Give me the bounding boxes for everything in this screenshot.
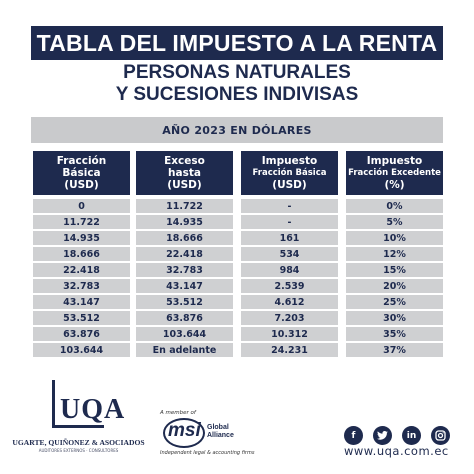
table-cell: 103.644 (136, 326, 233, 342)
firm-tagline: AUDITORES EXTERNOS · CONSULTORES (38, 448, 119, 453)
firm-name: UGARTE, QUIÑONEZ & ASOCIADOS (12, 438, 145, 447)
header-line: Fracción Básica (252, 168, 327, 178)
table-cell: 53.512 (33, 310, 130, 326)
table-cell: 53.512 (136, 294, 233, 310)
header-line: Impuesto (261, 155, 318, 167)
page-title: TABLA DEL IMPUESTO A LA RENTA (31, 26, 443, 60)
table-cell: 14.935 (136, 214, 233, 230)
table-cell: 32.783 (33, 278, 130, 294)
subtitle-line-2: Y SUCESIONES INDIVISAS (115, 84, 359, 105)
table-cell: 18.666 (136, 230, 233, 246)
header-line: Exceso (164, 155, 205, 167)
header-line: (USD) (64, 179, 99, 191)
column-exceso-hasta: Exceso hasta (USD) 11.722 14.935 18.666 … (136, 151, 233, 359)
facebook-icon[interactable]: f (344, 426, 363, 445)
column-impuesto-fraccion-excedente: Impuesto Fracción Excedente (%) 0% 5% 10… (346, 151, 443, 359)
subtitle-line-1: PERSONAS NATURALES (123, 62, 351, 83)
table-cell: 161 (241, 230, 338, 246)
header-line: (%) (384, 179, 405, 191)
header-line: Básica (62, 167, 101, 179)
table-cell: 63.876 (136, 310, 233, 326)
msi-global-alliance: Global Alliance (207, 424, 234, 440)
msi-tagline: Independent legal & accounting firms (160, 450, 255, 456)
table-cell: 37% (346, 342, 443, 358)
table-cell: 7.203 (241, 310, 338, 326)
column-fraccion-basica: Fracción Básica (USD) 0 11.722 14.935 18… (33, 151, 130, 359)
table-cell: 11.722 (33, 214, 130, 230)
table-cell: 15% (346, 262, 443, 278)
table-cell: 22.418 (33, 262, 130, 278)
table-cell: 18.666 (33, 246, 130, 262)
table-cell: 2.539 (241, 278, 338, 294)
header-line: (USD) (272, 179, 307, 191)
table-cell: 0% (346, 199, 443, 214)
table-cell: 32.783 (136, 262, 233, 278)
logo-frame-vertical (52, 380, 55, 428)
msi-logo-ring (163, 418, 205, 448)
header-line: Impuesto (366, 155, 423, 167)
table-cell: En adelante (136, 342, 233, 358)
msi-side-line: Global (207, 424, 229, 431)
logo-text: UQA (60, 394, 126, 425)
table-cell: 11.722 (136, 199, 233, 214)
table-cell: 534 (241, 246, 338, 262)
table-cell: 5% (346, 214, 443, 230)
logo-frame-horizontal (52, 425, 104, 428)
table-cell: - (241, 214, 338, 230)
social-links: f in (344, 426, 450, 445)
table-cell: 10.312 (241, 326, 338, 342)
uqa-logo: UQA (50, 380, 124, 430)
table-cell: 35% (346, 326, 443, 342)
table-cell: 25% (346, 294, 443, 310)
twitter-icon[interactable] (373, 426, 392, 445)
table-cell: 4.612 (241, 294, 338, 310)
table-cell: 30% (346, 310, 443, 326)
header-line: Fracción Excedente (348, 168, 441, 178)
table-cell: 10% (346, 230, 443, 246)
msi-side-line: Alliance (207, 432, 234, 439)
header-line: Fracción (56, 155, 107, 167)
header-line: (USD) (167, 179, 202, 191)
column-header: Impuesto Fracción Básica (USD) (241, 151, 338, 195)
column-impuesto-fraccion-basica: Impuesto Fracción Básica (USD) - - 161 5… (241, 151, 338, 359)
table-cell: 14.935 (33, 230, 130, 246)
instagram-icon[interactable] (431, 426, 450, 445)
table-cell: 43.147 (136, 278, 233, 294)
table-cell: 103.644 (33, 342, 130, 358)
msi-logo: msi (168, 420, 201, 441)
header-line: hasta (168, 167, 201, 179)
table-cell: 43.147 (33, 294, 130, 310)
member-of-label: A member of (160, 410, 196, 416)
table-cell: 20% (346, 278, 443, 294)
year-label: AÑO 2023 EN DÓLARES (31, 117, 443, 143)
table-cell: 984 (241, 262, 338, 278)
column-header: Fracción Básica (USD) (33, 151, 130, 195)
table-cell: 0 (33, 199, 130, 214)
table-cell: 22.418 (136, 246, 233, 262)
website-link[interactable]: www.uqa.com.ec (344, 444, 449, 458)
column-header: Impuesto Fracción Excedente (%) (346, 151, 443, 195)
linkedin-icon[interactable]: in (402, 426, 421, 445)
table-cell: 63.876 (33, 326, 130, 342)
table-cell: 12% (346, 246, 443, 262)
table-cell: 24.231 (241, 342, 338, 358)
column-header: Exceso hasta (USD) (136, 151, 233, 195)
table-cell: - (241, 199, 338, 214)
